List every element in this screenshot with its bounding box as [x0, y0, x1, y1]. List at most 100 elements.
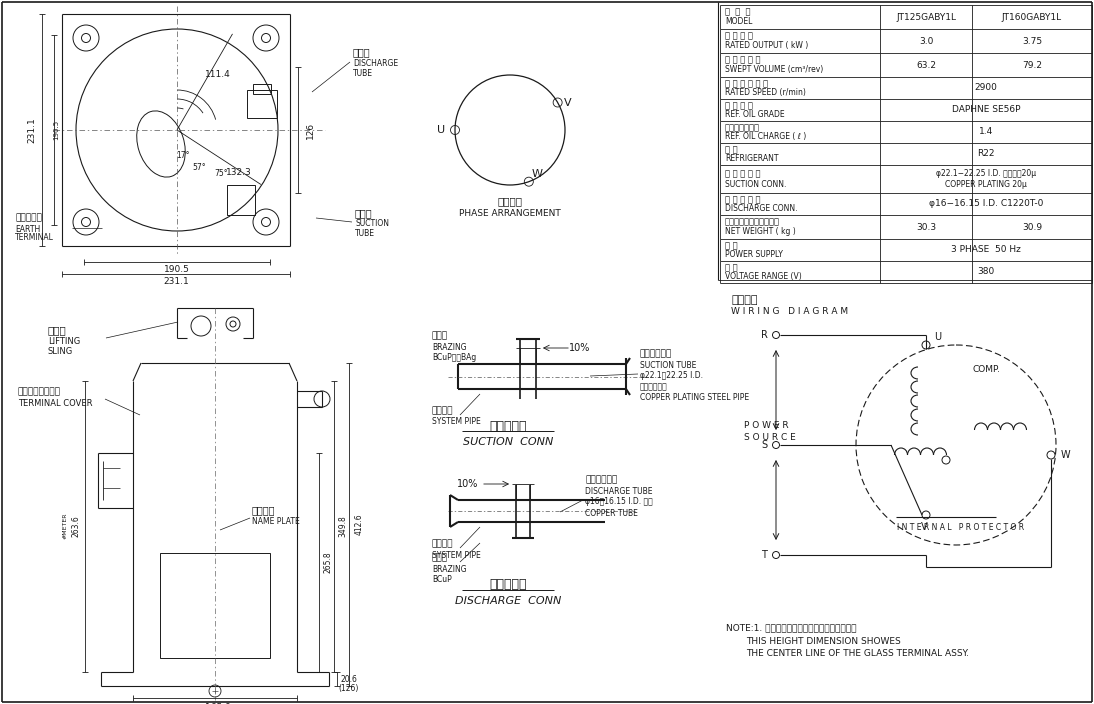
- Text: 吊金具: 吊金具: [48, 325, 67, 335]
- Text: TUBE: TUBE: [353, 68, 373, 77]
- Text: COPPER PLATING 20μ: COPPER PLATING 20μ: [945, 180, 1027, 189]
- Text: VOLTAGE RANGE (V): VOLTAGE RANGE (V): [725, 272, 802, 281]
- Text: V: V: [563, 97, 571, 108]
- Text: W I R I N G   D I A G R A M: W I R I N G D I A G R A M: [731, 308, 848, 317]
- Text: 412.6: 412.6: [354, 513, 363, 535]
- Text: COPPER PLATING STEEL PIPE: COPPER PLATING STEEL PIPE: [640, 394, 749, 403]
- Text: 吸 入 側 接 続: 吸 入 側 接 続: [725, 169, 760, 178]
- Text: φ22.1−22.25 I.D. 銅メッキ20μ: φ22.1−22.25 I.D. 銅メッキ20μ: [936, 169, 1036, 178]
- Text: JT125GABY1L: JT125GABY1L: [896, 13, 956, 22]
- Text: 吸入管: 吸入管: [354, 208, 373, 218]
- Text: φ16−16.15 I.D. C1220T-0: φ16−16.15 I.D. C1220T-0: [929, 199, 1044, 208]
- Text: 265.8: 265.8: [324, 551, 333, 573]
- Text: 冷凍機油充填量: 冷凍機油充填量: [725, 123, 760, 132]
- Bar: [253, 84, 271, 94]
- Text: TUBE: TUBE: [354, 230, 375, 239]
- Text: 263.6: 263.6: [71, 515, 81, 537]
- Text: P O W E R: P O W E R: [744, 420, 789, 429]
- Text: 57°: 57°: [193, 163, 206, 172]
- Text: 押 シ ノ ケ 量: 押 シ ノ ケ 量: [725, 56, 760, 65]
- Text: S: S: [761, 440, 767, 450]
- Text: 吐 出 側 接 続: 吐 出 側 接 続: [725, 195, 760, 204]
- Bar: [226, 185, 255, 215]
- Text: U: U: [437, 125, 445, 135]
- Text: JT160GABY1L: JT160GABY1L: [1002, 13, 1062, 22]
- Text: THE CENTER LINE OF THE GLASS TERMINAL ASSY.: THE CENTER LINE OF THE GLASS TERMINAL AS…: [746, 650, 969, 658]
- Text: φ16～16.15 I.D. 銅管: φ16～16.15 I.D. 銅管: [585, 498, 653, 506]
- Text: DISCHARGE CONN.: DISCHARGE CONN.: [725, 204, 798, 213]
- Text: BCuP: BCuP: [432, 575, 452, 584]
- Text: 3 PHASE  50 Hz: 3 PHASE 50 Hz: [951, 246, 1021, 255]
- Text: SLING: SLING: [48, 348, 73, 356]
- Text: 吐出管接続: 吐出管接続: [489, 579, 526, 591]
- Text: S O U R C E: S O U R C E: [744, 434, 795, 443]
- Bar: [160, 553, 270, 658]
- Text: SYSTEM PIPE: SYSTEM PIPE: [432, 417, 480, 427]
- Text: BCuP又はBAg: BCuP又はBAg: [432, 353, 476, 361]
- Text: NAME PLATE: NAME PLATE: [252, 517, 300, 527]
- Text: DISCHARGE TUBE: DISCHARGE TUBE: [585, 486, 652, 496]
- Text: SUCTION  CONN: SUCTION CONN: [463, 437, 554, 447]
- Text: 圧縮機吸入管: 圧縮機吸入管: [640, 349, 672, 358]
- Text: 231.1: 231.1: [163, 277, 189, 287]
- Text: 2900: 2900: [975, 84, 998, 92]
- Text: T: T: [761, 550, 767, 560]
- Text: ロウ付: ロウ付: [432, 553, 449, 562]
- Text: 349.8: 349.8: [338, 515, 348, 537]
- Text: 63.2: 63.2: [916, 61, 936, 70]
- Text: 吸入管接続: 吸入管接続: [489, 420, 526, 432]
- Text: 10%: 10%: [569, 343, 591, 353]
- Text: REF. OIL CHARGE ( ℓ ): REF. OIL CHARGE ( ℓ ): [725, 132, 806, 141]
- Text: TERMINAL: TERMINAL: [15, 234, 54, 242]
- Text: 231.1: 231.1: [27, 117, 36, 143]
- Text: V: V: [921, 522, 928, 532]
- Text: SYSTEM PIPE: SYSTEM PIPE: [432, 551, 480, 560]
- Text: ロウ付: ロウ付: [432, 332, 449, 341]
- Text: 電 圧: 電 圧: [725, 263, 737, 272]
- Text: 1.4: 1.4: [979, 127, 993, 137]
- Text: 系統配管: 系統配管: [432, 539, 454, 548]
- Text: COMP.: COMP.: [973, 365, 1000, 375]
- Text: NOTE:1. 本寸法ハターミナル中心高サラ示ス。: NOTE:1. 本寸法ハターミナル中心高サラ示ス。: [726, 624, 857, 632]
- Text: 質量（冷凍機油含マズ）: 質量（冷凍機油含マズ）: [725, 218, 780, 227]
- Text: R: R: [760, 330, 767, 340]
- Text: 吐出管: 吐出管: [353, 47, 371, 57]
- Text: φ165.9: φ165.9: [199, 703, 231, 704]
- Text: 17°: 17°: [176, 151, 189, 161]
- Text: 30.3: 30.3: [916, 222, 936, 232]
- Text: 75°: 75°: [214, 170, 228, 179]
- Text: THIS HEIGHT DIMENSION SHOWES: THIS HEIGHT DIMENSION SHOWES: [746, 638, 900, 646]
- Text: W: W: [532, 169, 543, 179]
- Text: 111.4: 111.4: [206, 70, 231, 79]
- Text: 機  種  名: 機 種 名: [725, 8, 750, 17]
- Text: φ22.1～22.25 I.D.: φ22.1～22.25 I.D.: [640, 372, 703, 380]
- Text: 系統配管: 系統配管: [432, 406, 454, 415]
- Text: MODEL: MODEL: [725, 18, 753, 26]
- Text: 190.5: 190.5: [53, 120, 59, 140]
- Text: SUCTION: SUCTION: [354, 220, 389, 229]
- Text: 電 源: 電 源: [725, 241, 737, 250]
- Text: 380: 380: [977, 268, 994, 277]
- Text: 132.3: 132.3: [226, 168, 252, 177]
- Text: LIFTING: LIFTING: [48, 337, 80, 346]
- Text: DISCHARGE  CONN: DISCHARGE CONN: [455, 596, 561, 606]
- Text: COPPER TUBE: COPPER TUBE: [585, 508, 638, 517]
- Text: POWER SUPPLY: POWER SUPPLY: [725, 250, 783, 259]
- Text: 126: 126: [305, 121, 314, 139]
- Text: 定 格 回 転 速 度: 定 格 回 転 速 度: [725, 79, 768, 88]
- Text: DAPHNE SE56P: DAPHNE SE56P: [952, 106, 1021, 115]
- Text: W: W: [1060, 450, 1070, 460]
- Text: 銅メッキ鋼管: 銅メッキ鋼管: [640, 382, 667, 391]
- Text: U: U: [934, 332, 942, 342]
- Text: 3.75: 3.75: [1022, 37, 1043, 46]
- Text: BRAZING: BRAZING: [432, 343, 467, 351]
- Text: R22: R22: [977, 149, 994, 158]
- Text: 冷 凍 機 油: 冷 凍 機 油: [725, 101, 753, 110]
- Text: 79.2: 79.2: [1022, 61, 1041, 70]
- Text: 10%: 10%: [457, 479, 479, 489]
- Text: TERMINAL COVER: TERMINAL COVER: [18, 399, 93, 408]
- Text: 機械銘板: 機械銘板: [252, 505, 276, 515]
- Text: EARTH: EARTH: [15, 225, 40, 234]
- Text: 定 格 出 力: 定 格 出 力: [725, 32, 753, 41]
- Text: I N T E R N A L   P R O T E C T O R: I N T E R N A L P R O T E C T O R: [897, 522, 1025, 532]
